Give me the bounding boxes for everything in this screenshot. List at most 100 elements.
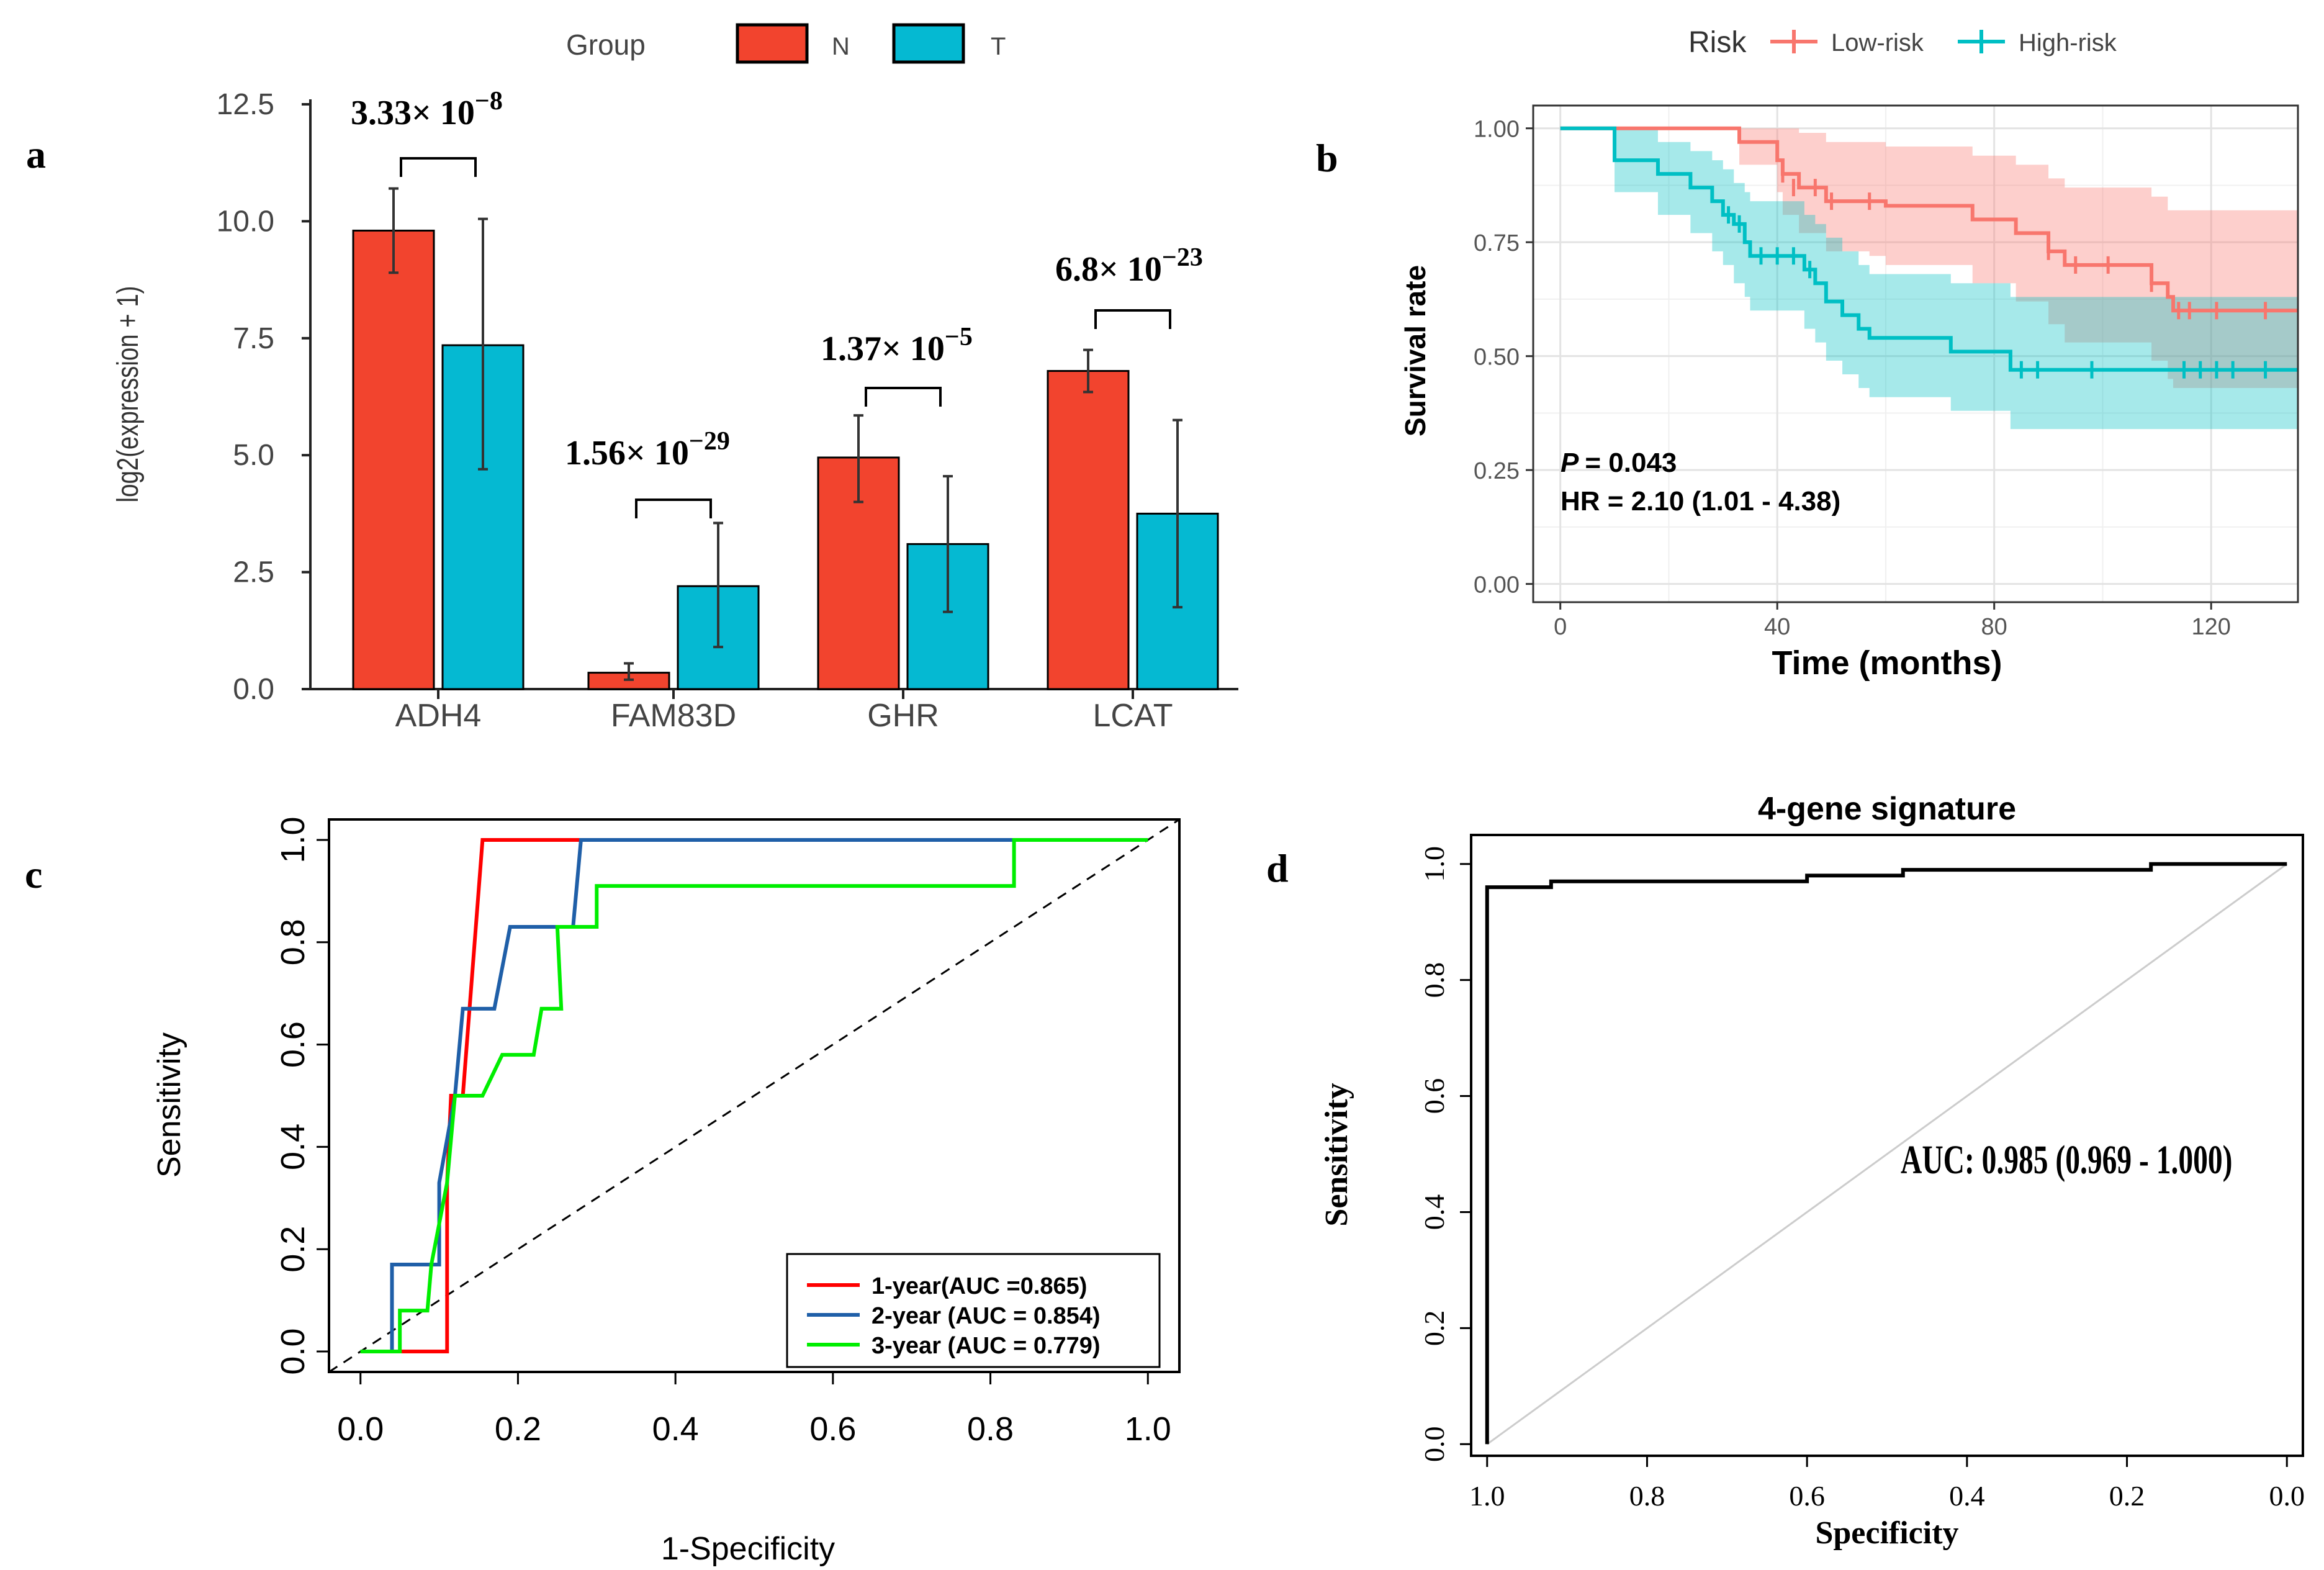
y-ticks-b: 0.00 0.25 0.50 0.75 1.00	[1474, 117, 1533, 598]
pvalue-exponent: −8	[475, 87, 503, 115]
annotation-b-hr: HR = 2.10 (1.01 - 4.38)	[1561, 486, 1840, 517]
pvalue-mantissa: 6.8	[1055, 250, 1099, 289]
x-tick-label-b: 120	[2191, 614, 2230, 640]
y-ticks-d: 0.0 0.2 0.4 0.6 0.8 1.0	[1418, 846, 1471, 1462]
panel-label-c: c	[25, 852, 42, 896]
pvalue-label-ghr: 1.37× 10−5	[821, 323, 973, 368]
annotation-d-auc: AUC: 0.985 (0.969 - 1.000)	[1901, 1138, 2232, 1183]
panel-d: d 4-gene signature 0.0 0.2 0.4 0.6 0.8 1.0 1.…	[1266, 791, 2305, 1551]
survival-curve-high-risk	[1560, 126, 2298, 372]
panel-c: c 0.00.20.40.60.81.0 0.0 0.2 0.4 0.6 0.8 1.0 …	[25, 816, 1181, 1567]
significance-bracket	[865, 387, 942, 407]
x-ticks-c: 0.0 0.2 0.4 0.6 0.8 1.0	[337, 1372, 1171, 1448]
significance-bracket	[400, 157, 477, 177]
roc-curve-d	[1485, 862, 2288, 1445]
diagonal-reference-d	[1486, 863, 2288, 1445]
pvalue-mantissa: 3.33	[351, 94, 412, 132]
bars-a	[352, 187, 1219, 690]
y-tick-label-d: 1.0	[1418, 846, 1450, 882]
x-tick-label-d: 0.6	[1789, 1480, 1825, 1512]
ci-band-high-risk	[1560, 128, 2298, 430]
x-tick-label-b: 0	[1554, 614, 1567, 640]
x-tick-label-c: 0.0	[337, 1410, 384, 1448]
legend-c: 1-year(AUC =0.865) 2-year (AUC = 0.854) 3-…	[786, 1253, 1161, 1368]
pvalue-label-fam83d: 1.56× 10−29	[565, 427, 730, 472]
pvalue-times: × 10	[626, 434, 689, 472]
survival-curve-low-risk	[1560, 126, 2298, 313]
legend-a-label-t: T	[991, 33, 1006, 60]
pvalue-times: × 10	[412, 94, 475, 132]
y-tick-label-b: 1.00	[1474, 117, 1520, 143]
pvalues-a: 3.33× 10−81.56× 10−291.37× 10−56.8× 10−2…	[351, 87, 1203, 518]
x-tick-label-c: 0.2	[495, 1410, 541, 1448]
x-ticks-a: ADH4 FAM83D GHR LCAT	[395, 689, 1173, 734]
plot-area-b	[1533, 106, 2298, 602]
y-axis-label-a: log2(expression + 1)	[112, 286, 145, 503]
legend-c-box	[786, 1253, 1161, 1368]
y-tick-label-a: 5.0	[233, 439, 274, 472]
y-tick-label-b: 0.00	[1474, 572, 1520, 598]
x-tick-label-a: FAM83D	[611, 698, 736, 734]
x-tick-label-c: 1.0	[1125, 1410, 1171, 1448]
pvalue-label-lcat: 6.8× 10−23	[1055, 243, 1203, 289]
x-tick-label-d: 0.4	[1949, 1480, 1985, 1512]
legend-a-title: Group	[566, 29, 646, 61]
x-tick-label-a: GHR	[867, 698, 939, 734]
y-tick-label-c: 0.4	[274, 1124, 312, 1170]
legend-c-label-1: 1-year(AUC =0.865)	[872, 1273, 1087, 1299]
survival-curves-b	[1560, 126, 2298, 372]
diagonal-reference-c	[328, 818, 1180, 1373]
x-axis-label-c: 1-Specificity	[661, 1531, 835, 1567]
annotation-b-p-value: = 0.043	[1585, 448, 1677, 478]
pvalue-exponent: −23	[1162, 243, 1203, 272]
x-tick-label-c: 0.6	[809, 1410, 856, 1448]
y-tick-label-a: 10.0	[217, 205, 274, 238]
significance-bracket	[1094, 309, 1171, 329]
pvalue-mantissa: 1.56	[565, 434, 626, 472]
x-tick-label-a: LCAT	[1092, 698, 1173, 734]
roc-curve-4-gene	[1485, 862, 2287, 1445]
ci-band-low-risk	[1560, 128, 2298, 389]
x-tick-label-c: 0.8	[967, 1410, 1014, 1448]
y-axis-label-c: Sensitivity	[151, 1032, 187, 1178]
y-ticks-a: 0.0 2.5 5.0 7.5 10.0 12.5	[217, 88, 310, 706]
x-tick-label-d: 1.0	[1469, 1480, 1505, 1512]
legend-c-label-2: 2-year (AUC = 0.854)	[872, 1303, 1101, 1329]
y-tick-label-d: 0.2	[1418, 1311, 1450, 1347]
significance-bracket	[635, 499, 712, 518]
panel-label-a: a	[26, 132, 46, 176]
y-tick-label-c: 0.0	[274, 1328, 312, 1374]
x-axis-label-b: Time (months)	[1772, 644, 2002, 682]
y-tick-label-a: 12.5	[217, 88, 274, 121]
y-tick-label-a: 7.5	[233, 322, 274, 355]
bar-n-ghr	[817, 456, 900, 690]
panel-a: a Group N T 0.0 2.5 5.0 7.5 10.0 12.5 ADH4 FAM…	[26, 23, 1238, 734]
legend-b-label-high: High-risk	[2019, 29, 2117, 56]
x-ticks-d: 1.0 0.8 0.6 0.4 0.2 0.0	[1469, 1456, 2305, 1512]
panel-label-d: d	[1266, 846, 1289, 890]
roc-curves-c	[328, 818, 1180, 1373]
plot-frame-b	[1532, 104, 2299, 603]
bar-n-adh4	[352, 229, 435, 690]
roc-curve-3-year	[360, 837, 1148, 1354]
legend-a-swatch-n	[736, 23, 809, 64]
x-tick-label-a: ADH4	[395, 698, 482, 734]
pvalue-times: × 10	[1099, 250, 1162, 289]
y-axis-label-d: Sensitivity	[1319, 1083, 1354, 1226]
panel-b: b Risk Low-risk High-risk 0.000.250.500.…	[1316, 24, 2299, 682]
roc-curve-2-year	[360, 837, 1148, 1354]
y-tick-label-a: 2.5	[233, 556, 274, 589]
pvalue-label-adh4: 3.33× 10−8	[351, 87, 503, 132]
y-tick-label-d: 0.4	[1418, 1194, 1450, 1230]
x-tick-label-d: 0.8	[1629, 1480, 1665, 1512]
censor-marks-b	[1727, 165, 2268, 379]
ci-bands-b	[1560, 128, 2298, 430]
legend-a-swatch-t	[892, 23, 965, 64]
plot-frame-d	[1470, 834, 2304, 1457]
legend-b: Low-risk High-risk	[1768, 24, 2117, 60]
y-tick-label-c: 0.6	[274, 1021, 312, 1068]
x-ticks-b: 0 40 80 120	[1554, 602, 2231, 640]
y-axis-label-b: Survival rate	[1399, 265, 1431, 436]
y-tick-label-b: 0.25	[1474, 458, 1520, 484]
legend-c-label-3: 3-year (AUC = 0.779)	[872, 1333, 1101, 1359]
